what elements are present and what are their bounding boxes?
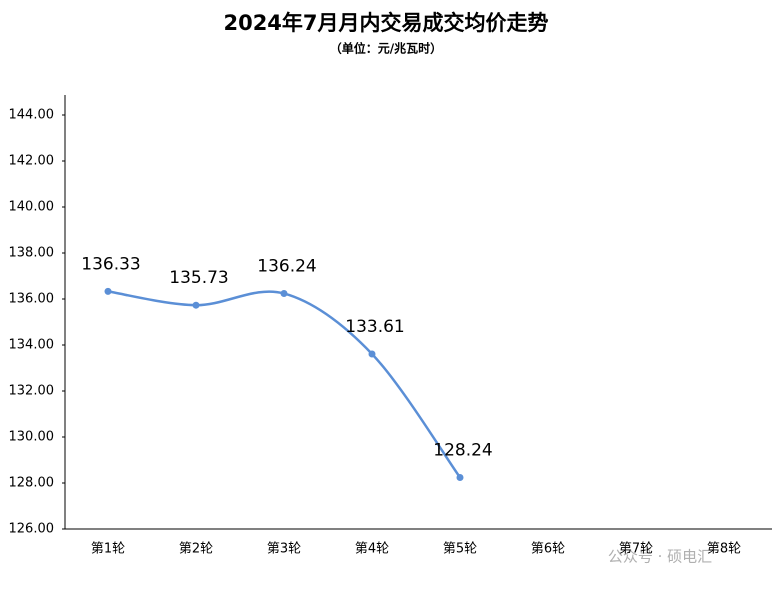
point xyxy=(192,301,200,309)
y-tick-label: 130.00 xyxy=(9,430,55,445)
y-tick-label: 138.00 xyxy=(9,246,55,261)
x-tick-label: 第1轮 xyxy=(91,542,125,557)
y-tick-label: 132.00 xyxy=(9,384,55,399)
data-label: 136.33 xyxy=(81,254,140,274)
data-label: 136.24 xyxy=(257,256,316,276)
y-tick-label: 142.00 xyxy=(9,154,55,169)
line xyxy=(107,290,462,479)
x-tick-label: 第6轮 xyxy=(531,542,565,557)
data-label: 135.73 xyxy=(169,268,228,288)
x-tick-label: 第3轮 xyxy=(267,542,301,557)
chart-subtitle: （单位：元/兆瓦时） xyxy=(330,41,442,56)
data-label: 128.24 xyxy=(433,440,492,460)
y-tick-label: 140.00 xyxy=(9,200,55,215)
watermark: 公众号 · 硕电汇 xyxy=(608,548,712,566)
data-label: 133.61 xyxy=(345,317,404,337)
y-tick-label: 136.00 xyxy=(9,292,55,307)
point xyxy=(368,350,376,358)
chart-title: 2024年7月月内交易成交均价走势 xyxy=(223,11,548,35)
point xyxy=(104,287,112,295)
x-tick-label: 第5轮 xyxy=(443,542,477,557)
y-tick-label: 144.00 xyxy=(9,108,55,123)
y-tick-label: 134.00 xyxy=(9,338,55,353)
x-tick-label: 第4轮 xyxy=(355,542,389,557)
x-tick-label: 第8轮 xyxy=(707,542,741,557)
x-tick-label: 第7轮 xyxy=(619,542,653,557)
y-tick-label: 128.00 xyxy=(9,476,55,491)
y-tick-label: 126.00 xyxy=(9,522,55,537)
point xyxy=(280,289,288,297)
x-tick-label: 第2轮 xyxy=(179,542,213,557)
point xyxy=(456,473,464,481)
